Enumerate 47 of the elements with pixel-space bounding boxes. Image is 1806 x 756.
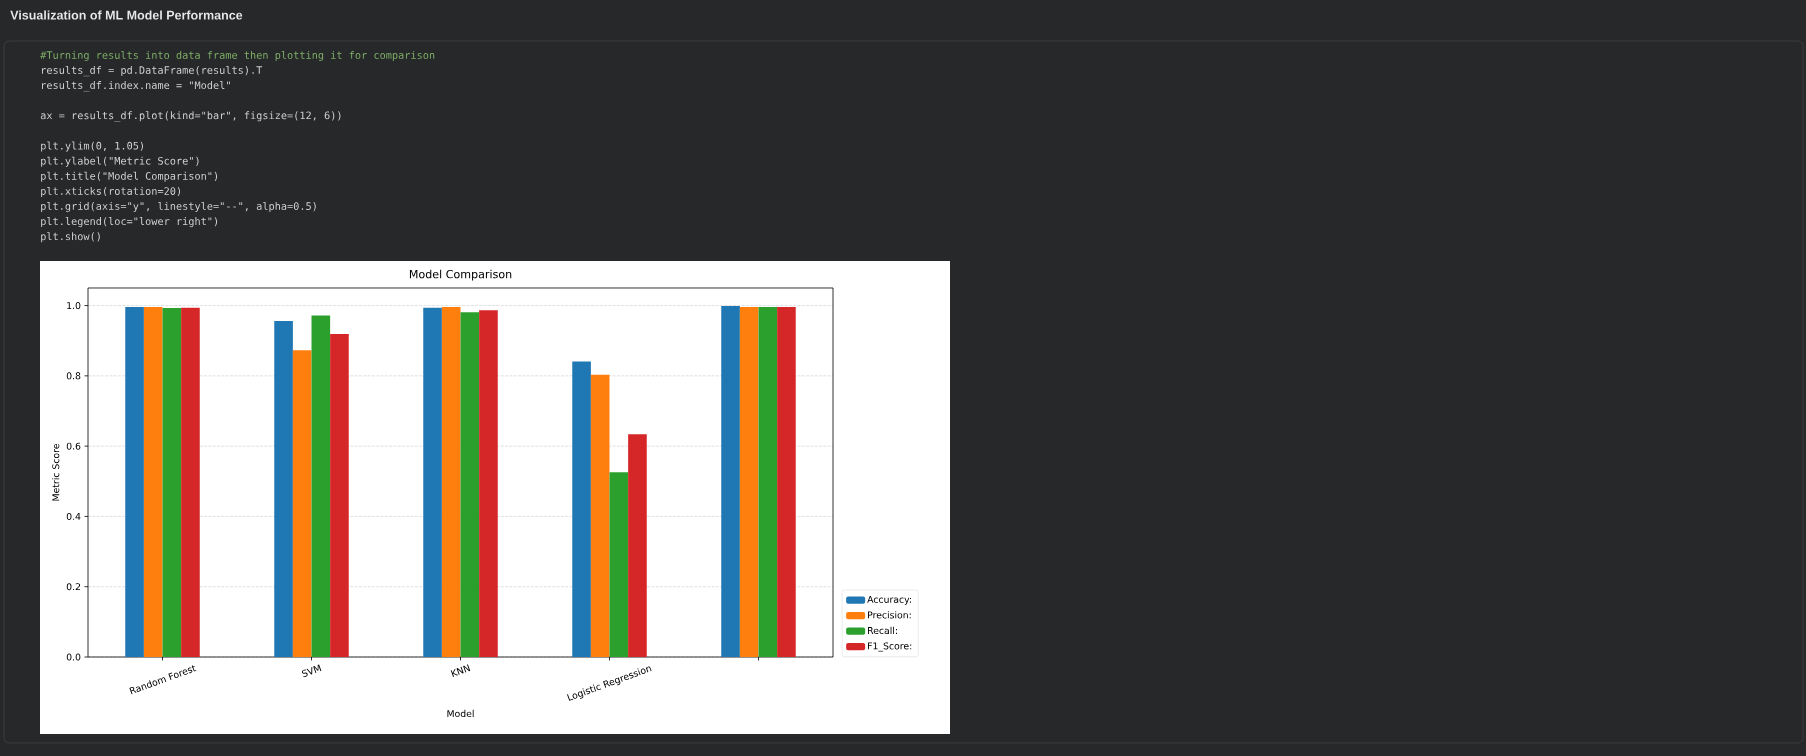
- text: plt.ylim(0, 1.05): [41, 141, 143, 152]
- legend-label: Recall:: [868, 626, 897, 635]
- text: plt.title("Model Comparison"): [41, 171, 218, 182]
- bar: [143, 306, 163, 657]
- bar: [311, 315, 331, 657]
- y-tick-label: 1.0: [67, 302, 81, 310]
- text: results_df = pd.DataFrame(results).T: [42, 65, 263, 77]
- text: results_df.index.name = "Model": [42, 81, 230, 92]
- bar: [739, 306, 759, 657]
- bar: [423, 307, 442, 657]
- text: plt.ylabel("Metric Score"): [41, 156, 199, 167]
- bar: [479, 310, 498, 657]
- bar: [590, 374, 610, 657]
- x-tick-label: KNN: [450, 664, 471, 677]
- legend-label: F1_Score:: [868, 642, 912, 652]
- bar: [330, 334, 349, 657]
- y-tick-label: 0.6: [66, 442, 81, 450]
- legend-label: Accuracy:: [867, 595, 911, 605]
- text: #Turning results into data frame then plotting it for comparison: [40, 50, 435, 62]
- text: plt.show(): [41, 232, 100, 243]
- bar: [721, 305, 740, 657]
- y-tick-label: 0.0: [66, 653, 81, 661]
- bar: [609, 472, 629, 657]
- bar: [460, 312, 480, 657]
- text: ax = results_df.plot(kind="bar", figsize=(12, 6)): [40, 111, 341, 122]
- legend-label: Precision:: [868, 611, 911, 619]
- bar: [162, 308, 182, 657]
- text: plt.legend(loc="lower right"): [41, 217, 218, 228]
- bar: [628, 434, 647, 657]
- y-tick-label: 0.8: [66, 372, 81, 380]
- bar: [758, 306, 778, 657]
- text: plt.xticks(rotation=20): [41, 186, 180, 197]
- x-tick-label: SVM: [301, 664, 322, 677]
- y-tick-label: 0.4: [66, 512, 81, 520]
- y-axis-title: Metric Score: [52, 444, 60, 501]
- text: Visualization of ML Model Performance: [10, 10, 243, 20]
- bar: [274, 321, 293, 657]
- bar: [292, 350, 312, 657]
- bar: [777, 306, 796, 657]
- x-axis-title: Model: [447, 709, 474, 718]
- y-tick-label: 0.2: [66, 583, 81, 591]
- bar: [125, 306, 144, 657]
- bar: [572, 361, 591, 657]
- chart-title: Model Comparison: [409, 269, 512, 281]
- bar: [441, 306, 461, 657]
- bar: [181, 307, 200, 657]
- text: plt.grid(axis="y", linestyle="--", alpha=0.5): [41, 201, 316, 213]
